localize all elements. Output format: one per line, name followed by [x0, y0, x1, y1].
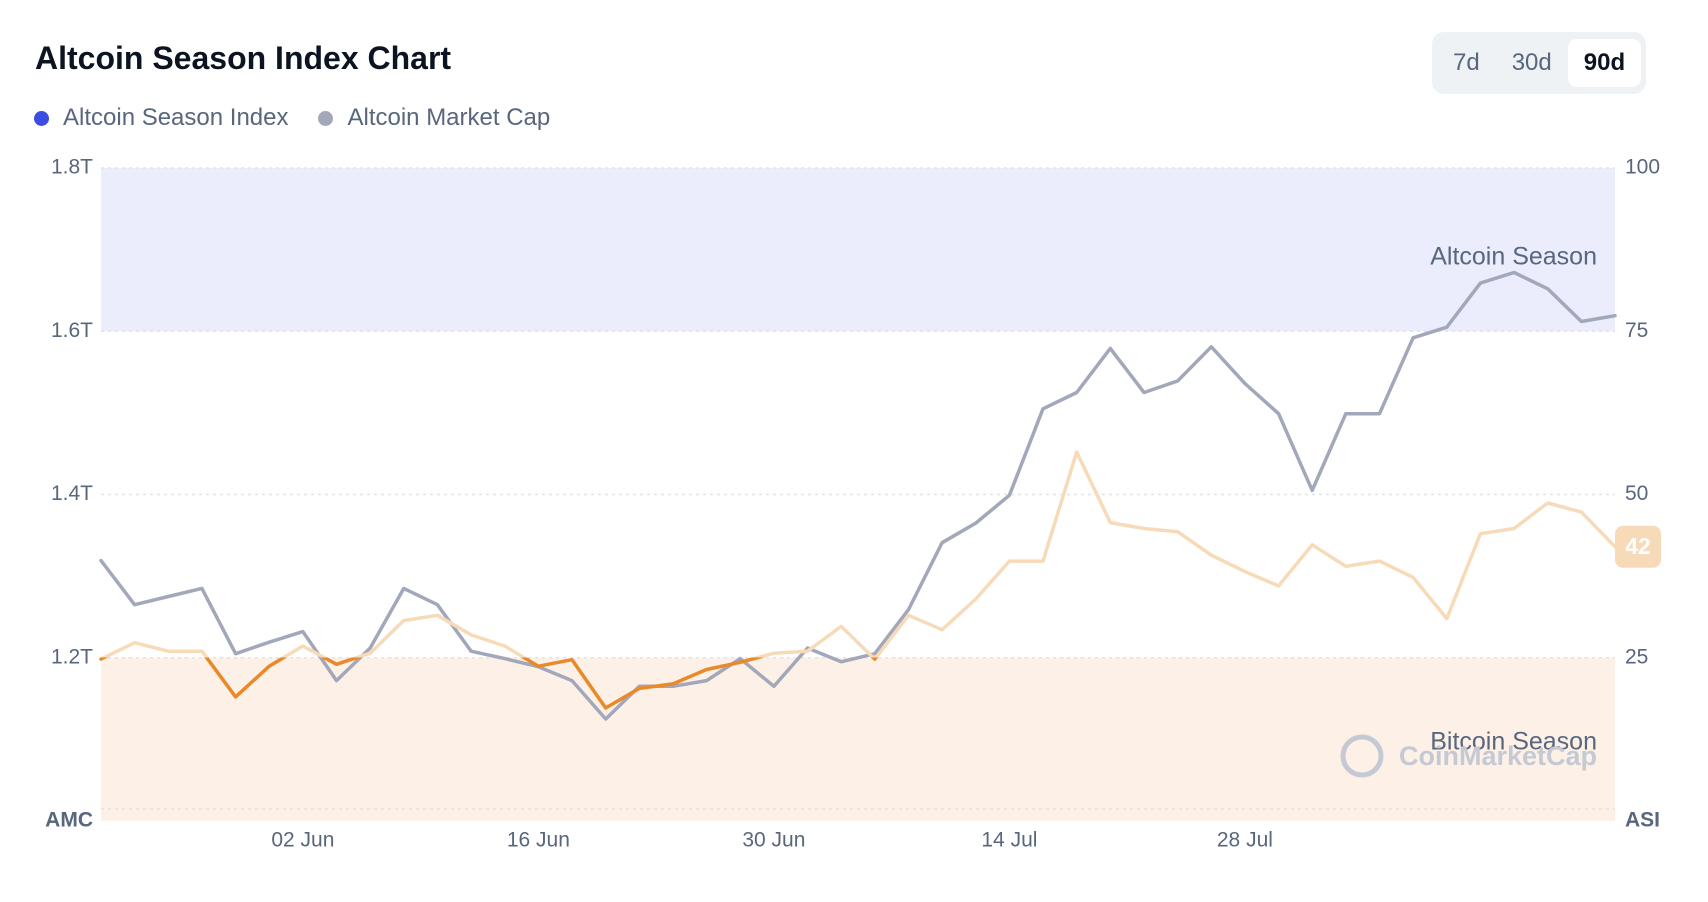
legend: Altcoin Season Index Altcoin Market Cap	[34, 104, 550, 132]
legend-item[interactable]: Altcoin Market Cap	[318, 104, 550, 132]
y2-axis-label: ASI	[1625, 809, 1660, 832]
value-label: 42	[1625, 533, 1651, 559]
series-line	[99, 450, 1617, 710]
season-band	[101, 168, 1615, 332]
y-tick-label: 1.8T	[51, 156, 93, 179]
y2-tick-label: 25	[1625, 645, 1648, 668]
watermark-logo	[1340, 734, 1384, 778]
legend-marker	[34, 110, 49, 126]
band-label: Bitcoin Season	[1430, 727, 1597, 755]
x-tick-label: 28 Jul	[1217, 829, 1273, 852]
range-button[interactable]: 30d	[1511, 49, 1552, 76]
season-band	[101, 657, 1615, 821]
range-button[interactable]: 90d	[1567, 39, 1642, 87]
value-badge	[1615, 525, 1661, 568]
y-tick-label: 1.6T	[51, 319, 93, 342]
legend-marker	[318, 110, 334, 126]
x-tick-label: 14 Jul	[981, 829, 1037, 852]
x-tick-label: 16 Jun	[507, 829, 570, 852]
series-line	[99, 270, 1617, 721]
y2-tick-label: 100	[1625, 156, 1660, 179]
y-tick-label: 1.4T	[51, 482, 93, 505]
legend-label: Altcoin Market Cap	[347, 104, 551, 131]
legend-item[interactable]: Altcoin Season Index	[34, 104, 288, 132]
y-tick-label: 1.2T	[51, 645, 93, 668]
watermark: CoinMarketCap	[1399, 741, 1597, 771]
x-tick-label: 02 Jun	[271, 829, 334, 852]
y2-tick-label: 75	[1625, 319, 1648, 342]
chart-title: Altcoin Season Index Chart	[35, 40, 452, 76]
y-axis-label: AMC	[45, 809, 93, 832]
x-tick-label: 30 Jun	[742, 829, 805, 852]
range-selector: 7d 30d 90d	[1432, 32, 1647, 94]
y2-tick-label: 50	[1625, 482, 1648, 505]
band-label: Altcoin Season	[1430, 243, 1597, 271]
legend-label: Altcoin Season Index	[63, 104, 289, 131]
range-button[interactable]: 7d	[1453, 49, 1480, 76]
